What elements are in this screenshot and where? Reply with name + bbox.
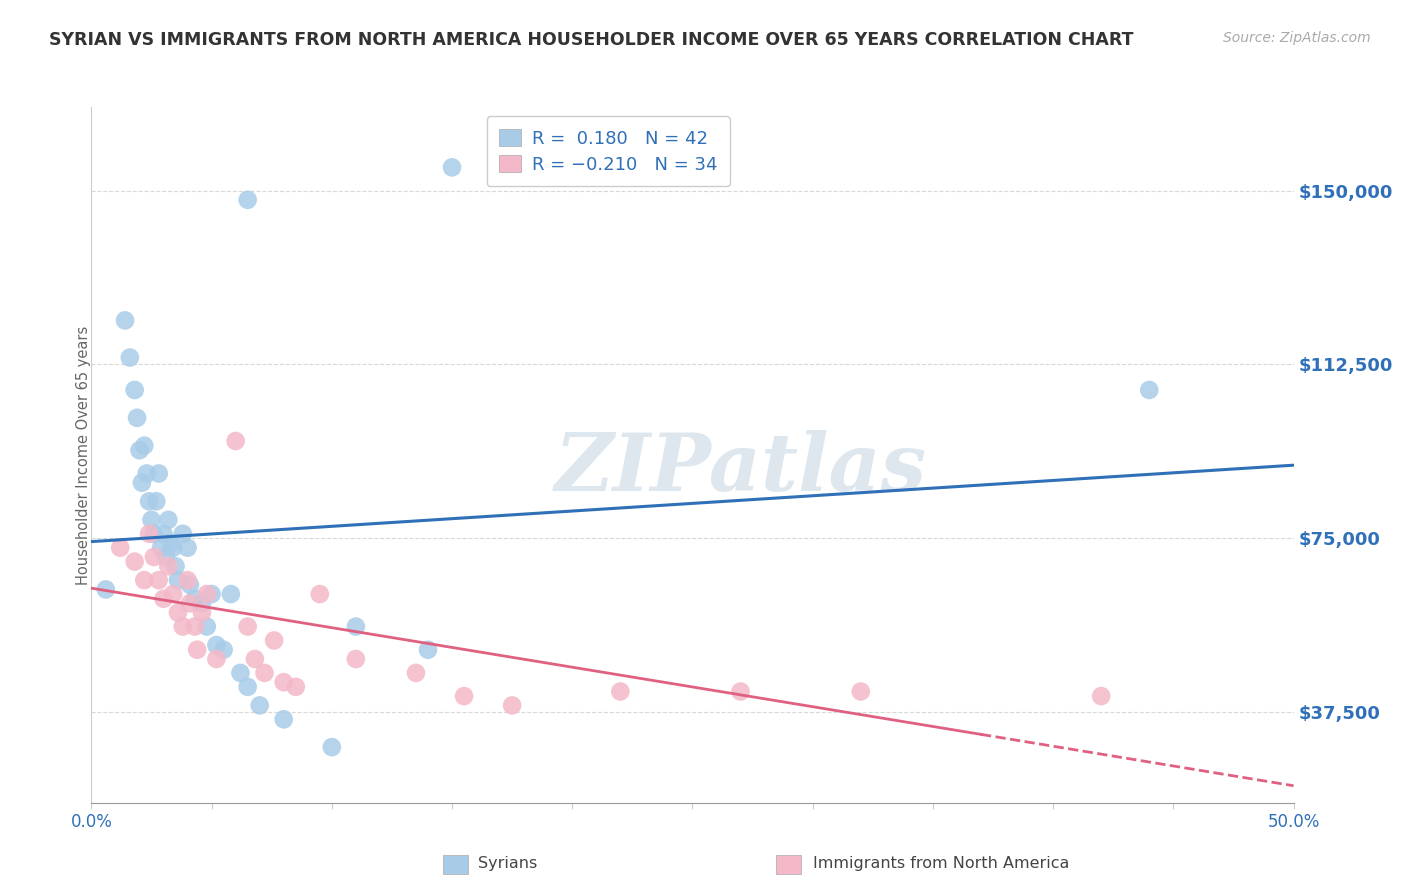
Point bbox=[229, 665, 252, 680]
Point bbox=[110, 541, 132, 555]
Point bbox=[141, 513, 163, 527]
Point bbox=[165, 559, 187, 574]
Point bbox=[134, 573, 156, 587]
Point bbox=[273, 712, 295, 726]
Point bbox=[1090, 689, 1112, 703]
Point bbox=[162, 587, 184, 601]
Point bbox=[172, 526, 194, 541]
Point bbox=[249, 698, 271, 713]
Point bbox=[118, 351, 141, 365]
Point bbox=[148, 573, 170, 587]
Bar bbox=[443, 855, 468, 874]
Point bbox=[191, 606, 214, 620]
Text: SYRIAN VS IMMIGRANTS FROM NORTH AMERICA HOUSEHOLDER INCOME OVER 65 YEARS CORRELA: SYRIAN VS IMMIGRANTS FROM NORTH AMERICA … bbox=[49, 31, 1133, 49]
Point bbox=[114, 313, 136, 327]
Point bbox=[176, 541, 198, 555]
Text: Immigrants from North America: Immigrants from North America bbox=[813, 856, 1069, 871]
Point bbox=[128, 443, 150, 458]
Text: ZIPatlas: ZIPatlas bbox=[554, 430, 927, 508]
Point bbox=[184, 619, 207, 633]
Legend: R =  0.180   N = 42, R = −0.210   N = 34: R = 0.180 N = 42, R = −0.210 N = 34 bbox=[486, 116, 730, 186]
Point bbox=[344, 652, 367, 666]
Point bbox=[142, 526, 165, 541]
Point bbox=[344, 619, 367, 633]
Point bbox=[184, 591, 207, 606]
Point bbox=[416, 642, 439, 657]
Point bbox=[145, 494, 167, 508]
Point bbox=[273, 675, 295, 690]
Point bbox=[201, 587, 224, 601]
Point bbox=[155, 549, 177, 564]
Point bbox=[138, 494, 160, 508]
Point bbox=[157, 559, 180, 574]
Y-axis label: Householder Income Over 65 years: Householder Income Over 65 years bbox=[76, 326, 90, 584]
Point bbox=[172, 619, 194, 633]
Point bbox=[124, 555, 146, 569]
Point bbox=[142, 549, 165, 564]
Point bbox=[284, 680, 307, 694]
Point bbox=[179, 578, 201, 592]
Point bbox=[219, 587, 242, 601]
Point bbox=[152, 526, 174, 541]
Point bbox=[125, 410, 148, 425]
Point bbox=[186, 642, 208, 657]
Point bbox=[225, 434, 247, 448]
Point bbox=[162, 541, 184, 555]
Point bbox=[124, 383, 146, 397]
Point bbox=[1137, 383, 1160, 397]
Point bbox=[243, 652, 266, 666]
Point bbox=[205, 638, 228, 652]
Point bbox=[152, 591, 174, 606]
Point bbox=[453, 689, 475, 703]
Point bbox=[236, 680, 259, 694]
Point bbox=[195, 619, 218, 633]
Text: Source: ZipAtlas.com: Source: ZipAtlas.com bbox=[1223, 31, 1371, 45]
Point bbox=[263, 633, 285, 648]
Point bbox=[191, 596, 214, 610]
Point bbox=[501, 698, 523, 713]
Point bbox=[195, 587, 218, 601]
Point bbox=[609, 684, 631, 698]
Point bbox=[157, 513, 180, 527]
Point bbox=[849, 684, 872, 698]
Point bbox=[405, 665, 427, 680]
Point bbox=[94, 582, 117, 597]
Text: Syrians: Syrians bbox=[478, 856, 537, 871]
Point bbox=[134, 439, 156, 453]
Point bbox=[253, 665, 276, 680]
Point bbox=[236, 619, 259, 633]
Point bbox=[148, 467, 170, 481]
Point bbox=[179, 596, 201, 610]
Point bbox=[205, 652, 228, 666]
Point bbox=[730, 684, 752, 698]
Point bbox=[138, 526, 160, 541]
Point bbox=[167, 573, 190, 587]
Point bbox=[159, 536, 181, 550]
Point bbox=[440, 161, 463, 175]
Point bbox=[131, 475, 153, 490]
Point bbox=[135, 467, 157, 481]
Point bbox=[176, 573, 198, 587]
Point bbox=[167, 606, 190, 620]
Point bbox=[308, 587, 330, 601]
Point bbox=[321, 740, 343, 755]
Point bbox=[150, 541, 173, 555]
Bar bbox=[776, 855, 801, 874]
Point bbox=[212, 642, 235, 657]
Point bbox=[236, 193, 259, 207]
